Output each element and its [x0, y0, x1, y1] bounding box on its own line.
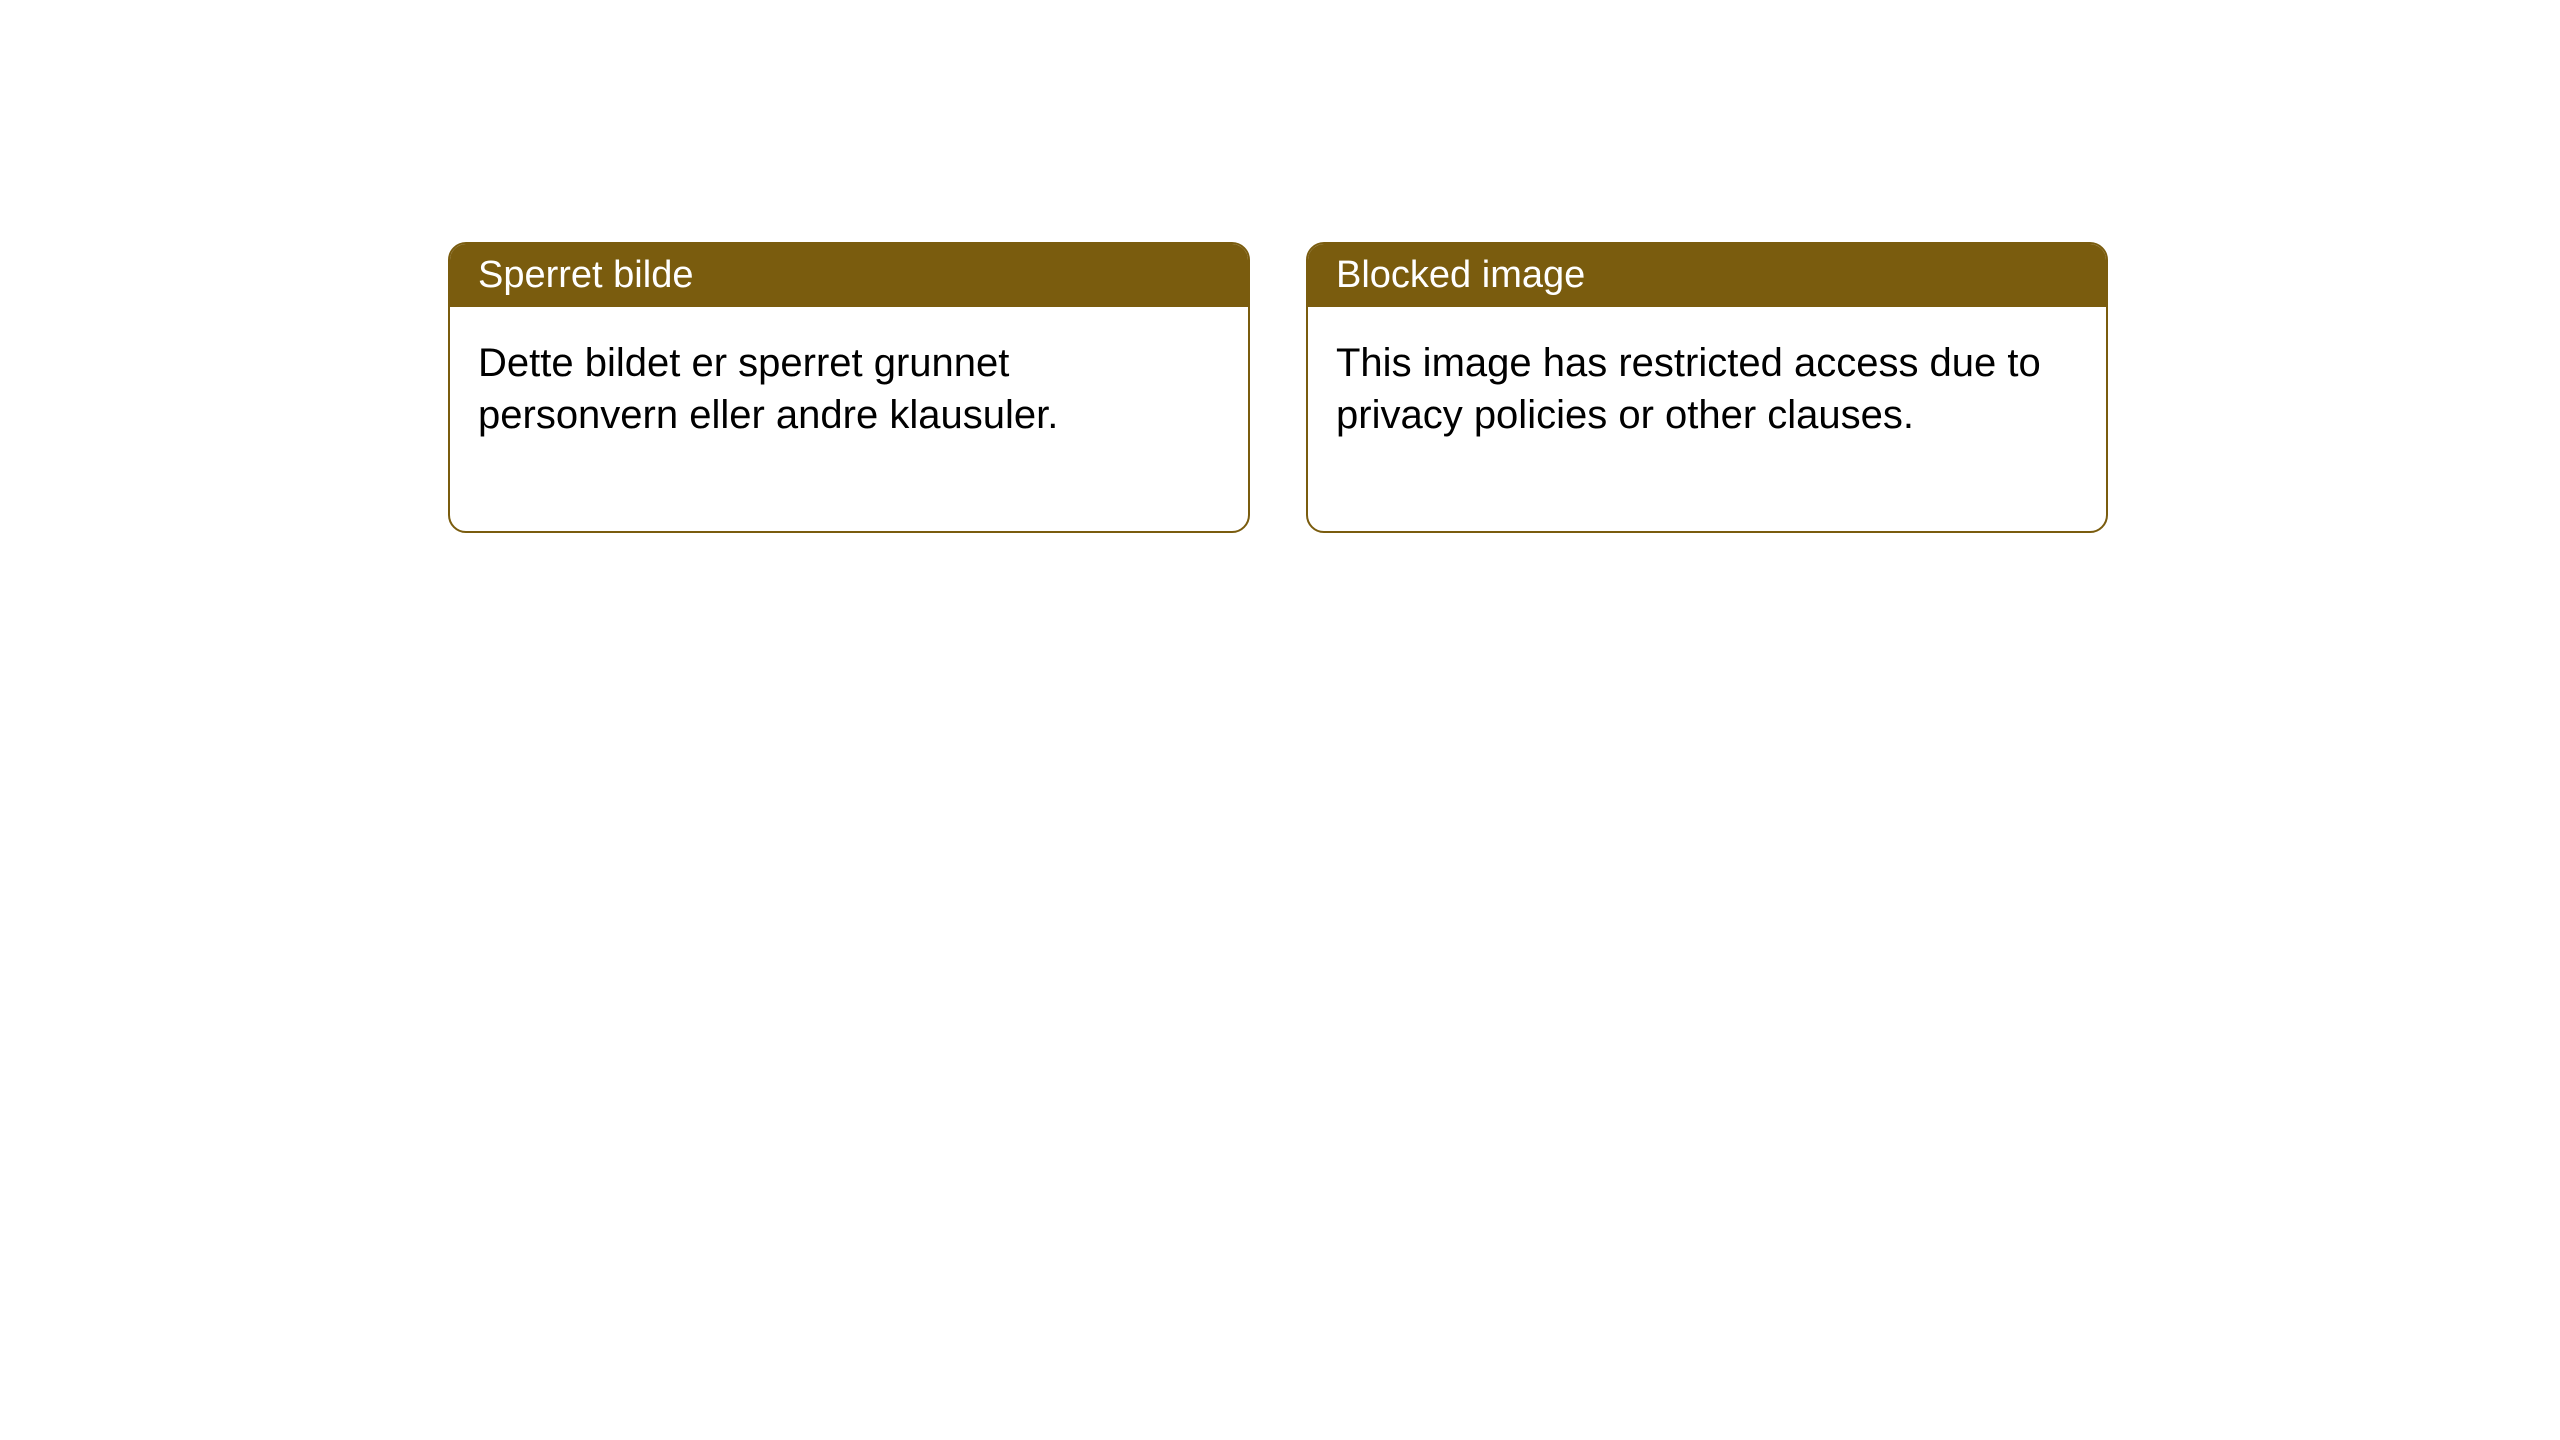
cards-container: Sperret bilde Dette bildet er sperret gr…	[0, 0, 2560, 533]
card-body-text: Dette bildet er sperret grunnet personve…	[478, 341, 1058, 437]
card-body: This image has restricted access due to …	[1308, 307, 2106, 531]
card-title: Sperret bilde	[478, 254, 693, 296]
card-header: Sperret bilde	[450, 244, 1248, 307]
card-header: Blocked image	[1308, 244, 2106, 307]
blocked-image-card-en: Blocked image This image has restricted …	[1306, 242, 2108, 533]
card-title: Blocked image	[1336, 254, 1585, 296]
card-body-text: This image has restricted access due to …	[1336, 341, 2041, 437]
blocked-image-card-no: Sperret bilde Dette bildet er sperret gr…	[448, 242, 1250, 533]
card-body: Dette bildet er sperret grunnet personve…	[450, 307, 1248, 531]
